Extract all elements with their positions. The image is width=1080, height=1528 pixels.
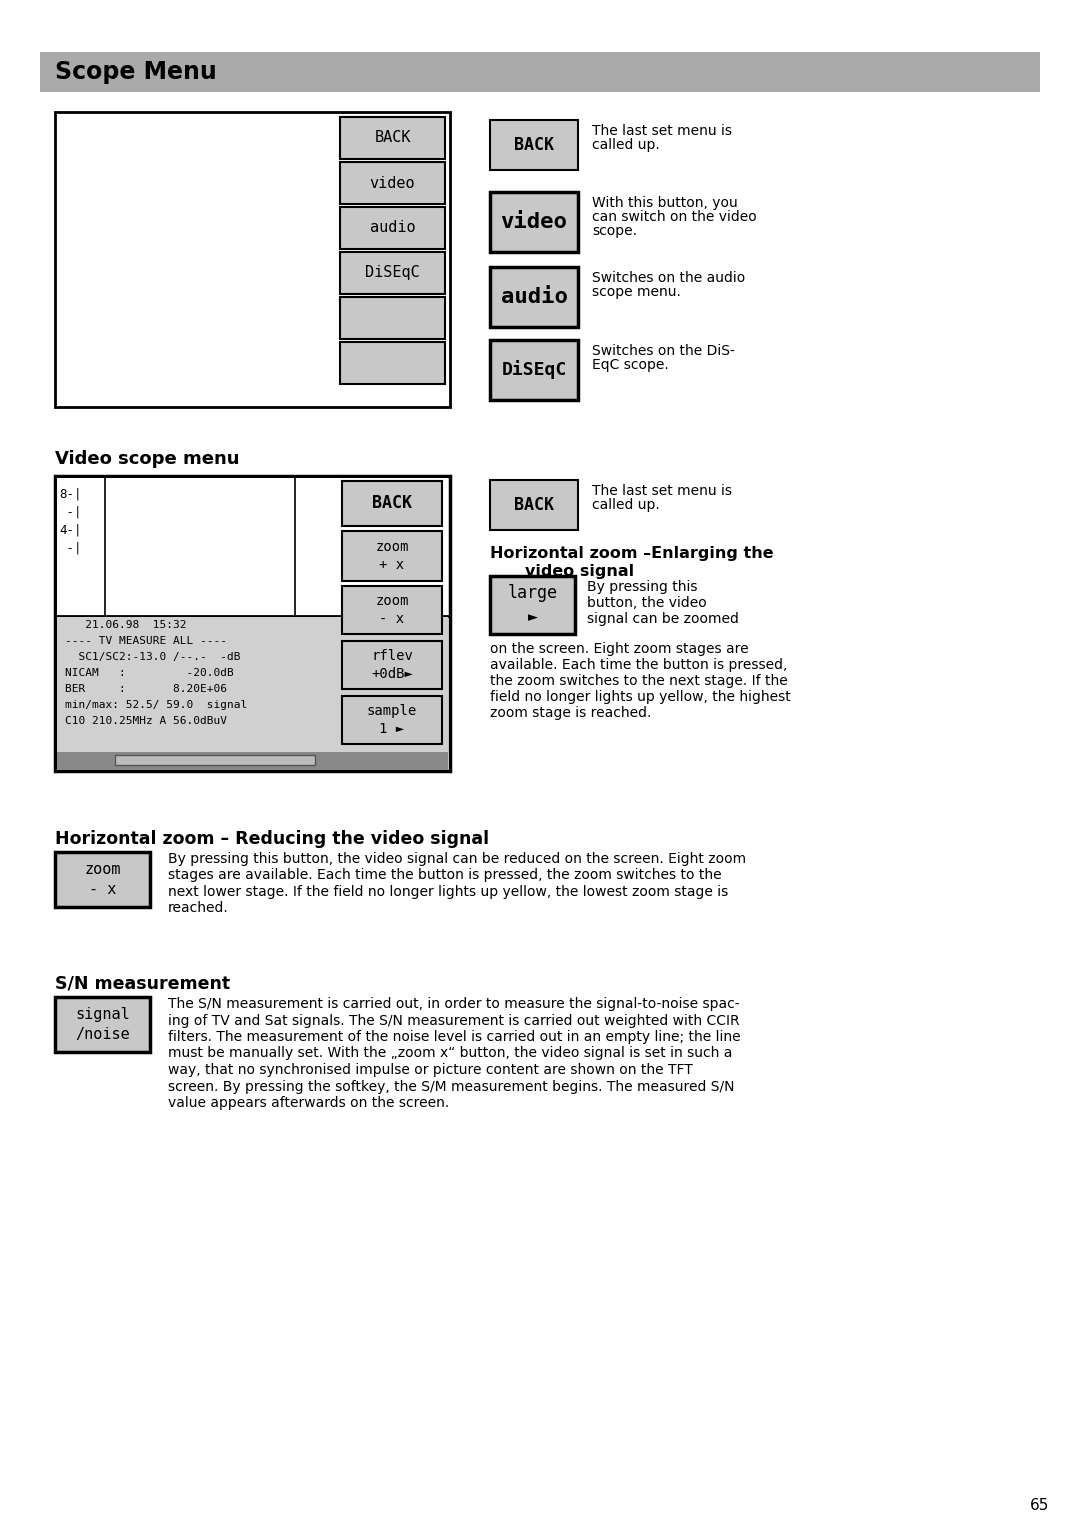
Text: rflev
+0dB►: rflev +0dB► <box>372 649 413 681</box>
Bar <box>57 752 448 770</box>
Text: -|: -| <box>59 506 81 520</box>
Text: DiSEqC: DiSEqC <box>501 361 567 379</box>
Text: field no longer lights up yellow, the highest: field no longer lights up yellow, the hi… <box>490 691 791 704</box>
Text: The S/N measurement is carried out, in order to measure the signal-to-noise spac: The S/N measurement is carried out, in o… <box>168 996 740 1012</box>
Text: way, that no synchronised impulse or picture content are shown on the TFT: way, that no synchronised impulse or pic… <box>168 1063 692 1077</box>
Text: video: video <box>500 212 567 232</box>
Text: Video scope menu: Video scope menu <box>55 451 240 468</box>
Bar <box>55 853 150 908</box>
Text: zoom
- x: zoom - x <box>84 862 121 897</box>
Text: must be manually set. With the „zoom x“ button, the video signal is set in such : must be manually set. With the „zoom x“ … <box>168 1047 732 1060</box>
Text: large
►: large ► <box>508 584 557 626</box>
Bar <box>57 617 448 752</box>
Bar <box>342 642 442 689</box>
Text: Switches on the DiS-: Switches on the DiS- <box>592 344 734 358</box>
Text: BACK: BACK <box>375 130 410 145</box>
Bar <box>342 695 442 744</box>
Text: video: video <box>369 176 416 191</box>
Bar <box>490 121 578 170</box>
Text: available. Each time the button is pressed,: available. Each time the button is press… <box>490 659 787 672</box>
Text: BACK: BACK <box>514 497 554 513</box>
Text: NICAM   :         -20.0dB: NICAM : -20.0dB <box>65 668 233 678</box>
Text: Horizontal zoom – Reducing the video signal: Horizontal zoom – Reducing the video sig… <box>55 830 489 848</box>
Bar <box>490 193 578 252</box>
Text: Scope Menu: Scope Menu <box>55 60 217 84</box>
Bar <box>340 118 445 159</box>
Text: BER     :       8.20E+06: BER : 8.20E+06 <box>65 685 227 694</box>
Bar <box>490 576 575 634</box>
Bar <box>55 996 150 1051</box>
Text: By pressing this button, the video signal can be reduced on the screen. Eight zo: By pressing this button, the video signa… <box>168 853 746 866</box>
Bar <box>55 477 450 772</box>
Text: EqC scope.: EqC scope. <box>592 358 669 371</box>
Bar <box>340 296 445 339</box>
Bar <box>490 480 578 530</box>
Text: audio: audio <box>500 287 567 307</box>
Text: signal
/noise: signal /noise <box>76 1007 130 1042</box>
Text: 4-|: 4-| <box>59 524 81 536</box>
Text: BACK: BACK <box>514 136 554 154</box>
Bar <box>340 206 445 249</box>
Text: value appears afterwards on the screen.: value appears afterwards on the screen. <box>168 1096 449 1109</box>
Text: The last set menu is: The last set menu is <box>592 124 732 138</box>
Text: can switch on the video: can switch on the video <box>592 209 757 225</box>
Text: ---- TV MEASURE ALL ----: ---- TV MEASURE ALL ---- <box>65 636 227 646</box>
Text: scope menu.: scope menu. <box>592 286 680 299</box>
Text: button, the video: button, the video <box>588 596 706 610</box>
Bar <box>340 342 445 384</box>
Text: The last set menu is: The last set menu is <box>592 484 732 498</box>
Bar <box>40 52 1040 92</box>
Text: By pressing this: By pressing this <box>588 581 698 594</box>
Text: zoom stage is reached.: zoom stage is reached. <box>490 706 651 720</box>
Text: the zoom switches to the next stage. If the: the zoom switches to the next stage. If … <box>490 674 787 688</box>
Text: zoom
+ x: zoom + x <box>375 539 408 571</box>
Text: on the screen. Eight zoom stages are: on the screen. Eight zoom stages are <box>490 642 748 656</box>
Bar <box>490 267 578 327</box>
Text: next lower stage. If the field no longer lights up yellow, the lowest zoom stage: next lower stage. If the field no longer… <box>168 885 728 898</box>
Bar <box>114 755 315 766</box>
Text: stages are available. Each time the button is pressed, the zoom switches to the: stages are available. Each time the butt… <box>168 868 721 883</box>
Text: zoom
- x: zoom - x <box>375 594 408 626</box>
Text: 65: 65 <box>1030 1497 1050 1513</box>
Text: filters. The measurement of the noise level is carried out in an empty line; the: filters. The measurement of the noise le… <box>168 1030 741 1044</box>
Text: reached.: reached. <box>168 902 229 915</box>
Text: signal can be zoomed: signal can be zoomed <box>588 613 739 626</box>
Text: DiSEqC: DiSEqC <box>365 266 420 281</box>
Bar <box>342 481 442 526</box>
Text: sample
1 ►: sample 1 ► <box>367 704 417 736</box>
Bar <box>57 478 448 616</box>
Bar <box>342 532 442 581</box>
Bar <box>340 162 445 205</box>
Text: -|: -| <box>59 542 81 555</box>
Text: Horizontal zoom –Enlarging the: Horizontal zoom –Enlarging the <box>490 545 773 561</box>
Bar <box>342 587 442 634</box>
Bar <box>55 112 450 406</box>
Text: scope.: scope. <box>592 225 637 238</box>
Text: C10 210.25MHz A 56.0dBuV: C10 210.25MHz A 56.0dBuV <box>65 717 227 726</box>
Text: ing of TV and Sat signals. The S/N measurement is carried out weighted with CCIR: ing of TV and Sat signals. The S/N measu… <box>168 1013 740 1027</box>
Bar <box>340 252 445 293</box>
Text: With this button, you: With this button, you <box>592 196 738 209</box>
Text: audio: audio <box>369 220 416 235</box>
Text: S/N measurement: S/N measurement <box>55 975 230 993</box>
Text: Switches on the audio: Switches on the audio <box>592 270 745 286</box>
Text: screen. By pressing the softkey, the S/M measurement begins. The measured S/N: screen. By pressing the softkey, the S/M… <box>168 1079 734 1094</box>
Text: video signal: video signal <box>526 564 635 579</box>
Text: min/max: 52.5/ 59.0  signal: min/max: 52.5/ 59.0 signal <box>65 700 247 711</box>
Text: SC1/SC2:-13.0 /--.-  -dB: SC1/SC2:-13.0 /--.- -dB <box>65 652 241 662</box>
Text: BACK: BACK <box>372 495 411 512</box>
Text: called up.: called up. <box>592 138 660 151</box>
Bar <box>490 341 578 400</box>
Text: 8-|: 8-| <box>59 487 81 501</box>
Text: 21.06.98  15:32: 21.06.98 15:32 <box>65 620 187 630</box>
Text: called up.: called up. <box>592 498 660 512</box>
